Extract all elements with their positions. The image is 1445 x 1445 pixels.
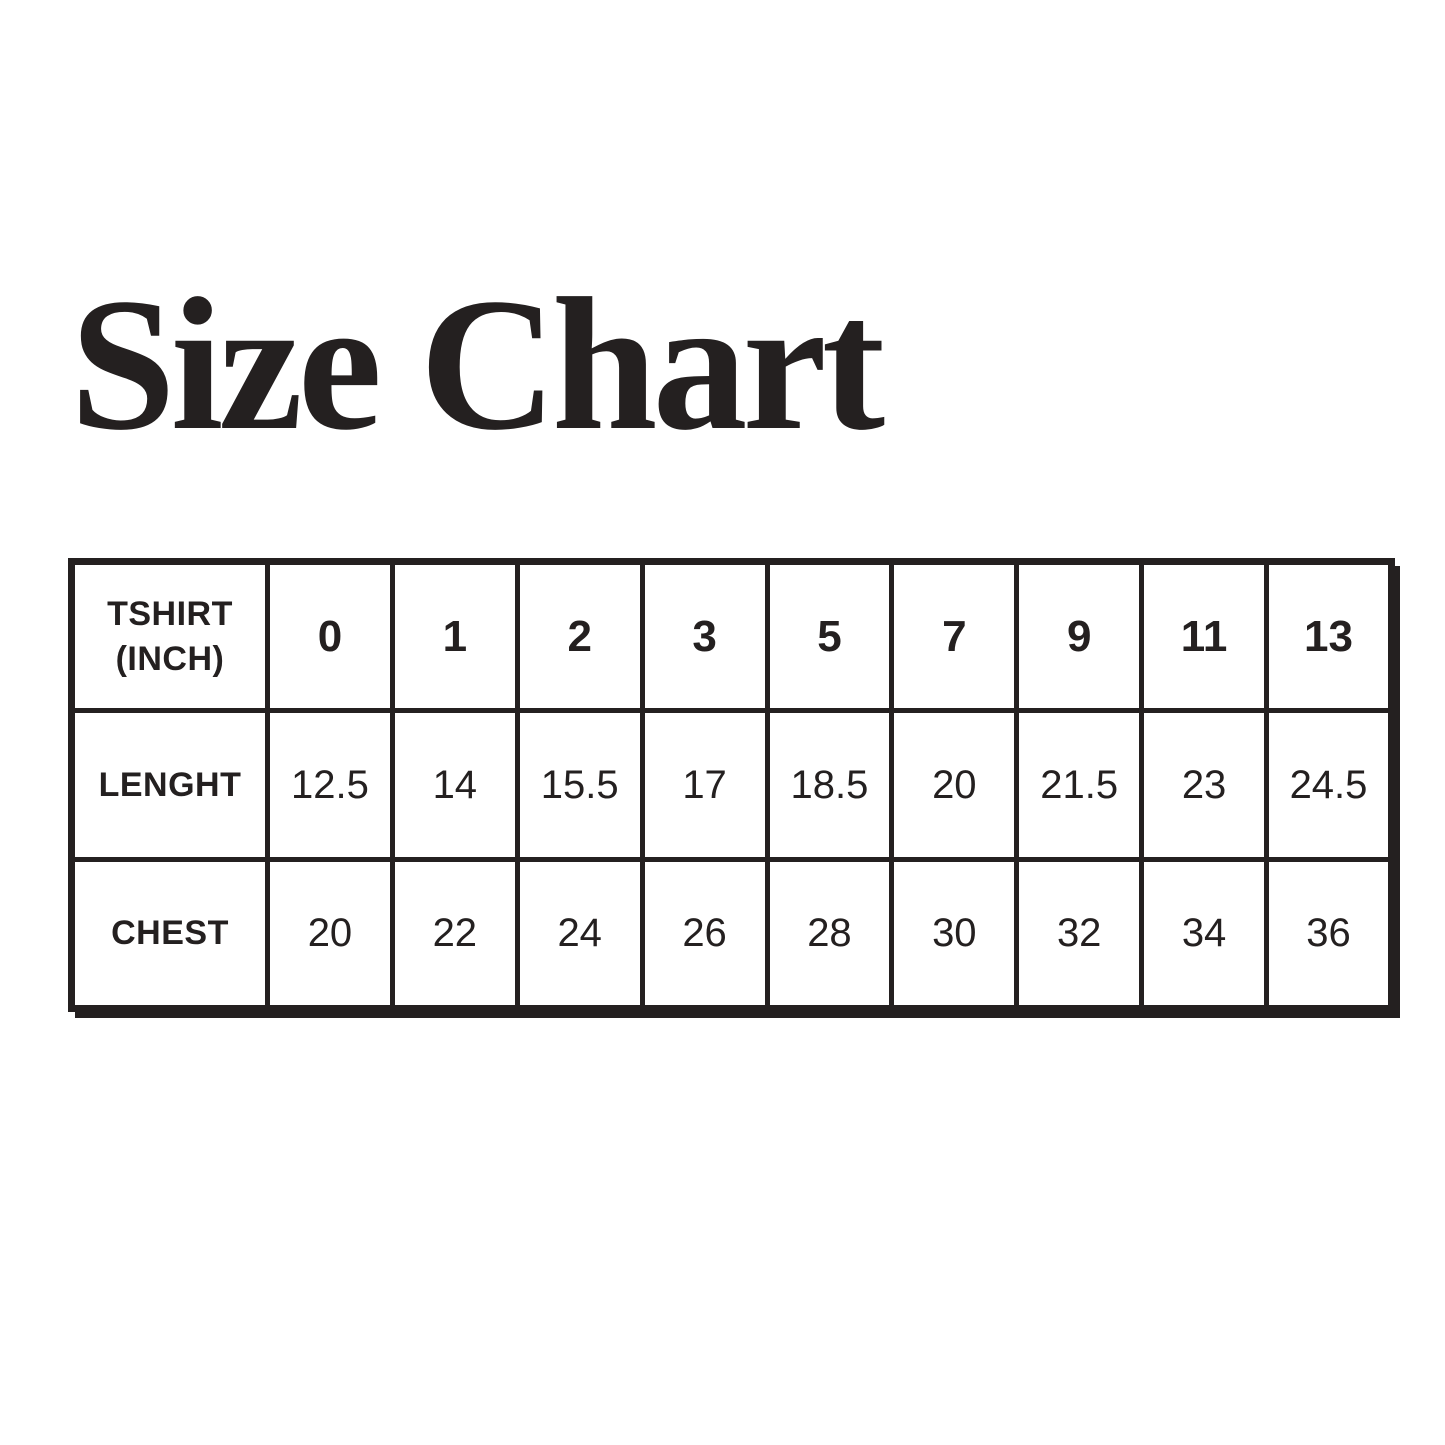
- chest-value-cell-8: 36: [1264, 857, 1394, 1011]
- length-value-cell-3: 17: [639, 708, 770, 862]
- length-value-cell-2: 15.5: [514, 708, 645, 862]
- table-row-chest: CHEST 20 22 24 26 28 30 32 34 36: [69, 857, 1394, 1011]
- page-title: Size Chart: [70, 260, 885, 470]
- size-cell-2: 2: [514, 559, 645, 713]
- header-label-cell: TSHIRT (INCH): [69, 559, 270, 713]
- length-value-cell-4: 18.5: [764, 708, 895, 862]
- size-cell-3: 3: [639, 559, 770, 713]
- table-row-length: LENGHT 12.5 14 15.5 17 18.5 20 21.5 23 2…: [69, 708, 1394, 862]
- chest-value-cell-2: 24: [514, 857, 645, 1011]
- size-chart-table: TSHIRT (INCH) 0 1 2 3 5 7 9 11 13 LENGHT…: [68, 558, 1395, 1012]
- size-cell-0: 0: [265, 559, 395, 713]
- length-value-cell-8: 24.5: [1264, 708, 1394, 862]
- chest-value-cell-1: 22: [389, 857, 520, 1011]
- length-value-cell-1: 14: [389, 708, 520, 862]
- chest-value-cell-4: 28: [764, 857, 895, 1011]
- size-cell-8: 13: [1264, 559, 1394, 713]
- chest-label-cell: CHEST: [69, 857, 270, 1011]
- chest-value-cell-0: 20: [265, 857, 395, 1011]
- chest-value-cell-3: 26: [639, 857, 770, 1011]
- length-value-cell-7: 23: [1139, 708, 1269, 862]
- chest-value-cell-7: 34: [1139, 857, 1269, 1011]
- length-value-cell-6: 21.5: [1014, 708, 1145, 862]
- size-cell-1: 1: [389, 559, 520, 713]
- size-cell-5: 7: [889, 559, 1020, 713]
- size-cell-4: 5: [764, 559, 895, 713]
- chest-value-cell-5: 30: [889, 857, 1020, 1011]
- chest-value-cell-6: 32: [1014, 857, 1145, 1011]
- length-value-cell-5: 20: [889, 708, 1020, 862]
- length-value-cell-0: 12.5: [265, 708, 395, 862]
- size-cell-6: 9: [1014, 559, 1145, 713]
- size-cell-7: 11: [1139, 559, 1269, 713]
- table-row-sizes: TSHIRT (INCH) 0 1 2 3 5 7 9 11 13: [69, 559, 1394, 713]
- length-label-cell: LENGHT: [69, 708, 270, 862]
